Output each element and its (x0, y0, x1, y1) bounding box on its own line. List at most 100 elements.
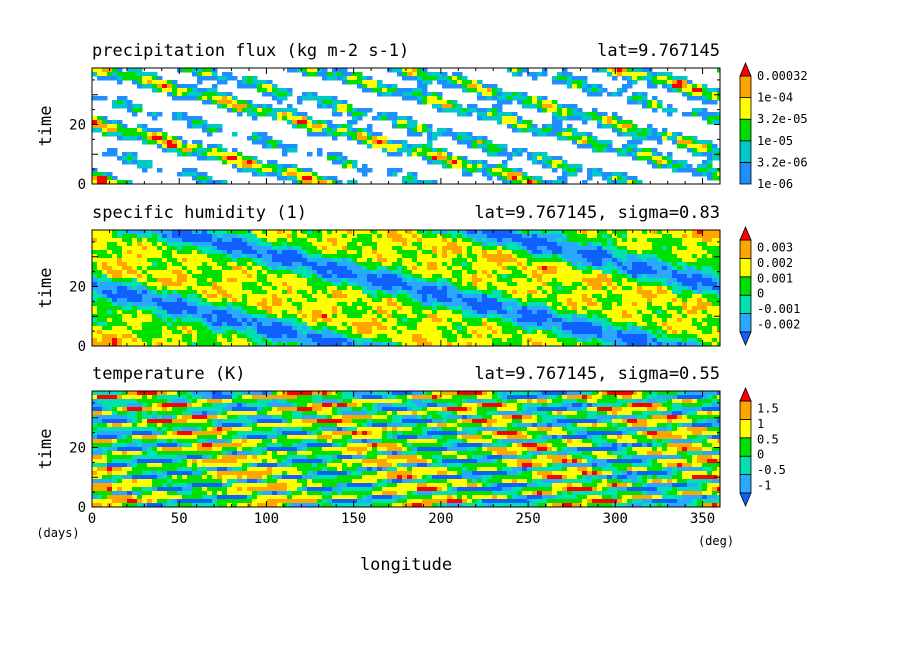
heatmap-cell (412, 310, 418, 315)
heatmap-cell (707, 262, 713, 267)
heatmap-cell (137, 270, 143, 275)
heatmap-cell (582, 250, 588, 255)
heatmap-cell (617, 306, 623, 311)
heatmap-cell (707, 152, 713, 157)
heatmap-cell (187, 68, 193, 73)
heatmap-cell (97, 286, 103, 291)
heatmap-cell (522, 234, 528, 239)
heatmap-cell (467, 140, 473, 145)
heatmap-cell (172, 282, 178, 287)
heatmap-cell (542, 258, 548, 263)
heatmap-cell (422, 76, 428, 81)
heatmap-cell (447, 258, 453, 263)
heatmap-cell (502, 148, 508, 153)
heatmap-cell (142, 326, 148, 331)
heatmap-cell (192, 310, 198, 315)
heatmap-cell (597, 144, 603, 149)
heatmap-cell (572, 234, 578, 239)
heatmap-cell (532, 234, 538, 239)
heatmap-cell (552, 310, 558, 315)
heatmap-cell (522, 92, 528, 97)
heatmap-cell (692, 242, 698, 247)
heatmap-cell (627, 274, 633, 279)
heatmap-cell (392, 314, 398, 319)
heatmap-cell (607, 230, 613, 235)
heatmap-cell (352, 286, 358, 291)
heatmap-cell (502, 258, 508, 263)
heatmap-cell (102, 152, 108, 157)
heatmap-cell (92, 246, 98, 251)
heatmap-cell (422, 242, 428, 247)
heatmap-cell (632, 302, 638, 307)
heatmap-cell (427, 326, 433, 331)
heatmap-cell (432, 258, 438, 263)
heatmap-cell (132, 238, 138, 243)
heatmap-cell (217, 152, 223, 157)
heatmap-cell (112, 68, 118, 73)
heatmap-cell (552, 326, 558, 331)
heatmap-cell (362, 290, 368, 295)
heatmap-cell (712, 116, 718, 121)
heatmap-cell (562, 318, 568, 323)
heatmap-cell (657, 262, 663, 267)
heatmap-cell (417, 310, 423, 315)
heatmap-cell (187, 120, 193, 125)
heatmap-cell (352, 262, 358, 267)
heatmap-cell (482, 92, 488, 97)
heatmap-cell (197, 88, 203, 93)
heatmap-cell (267, 140, 273, 145)
heatmap-cell (92, 96, 98, 101)
heatmap-cell (217, 128, 223, 133)
heatmap-cell (92, 120, 98, 125)
heatmap-cell (187, 278, 193, 283)
heatmap-cell (667, 72, 673, 77)
heatmap-cell (362, 242, 368, 247)
heatmap-cell (292, 278, 298, 283)
heatmap-cell (557, 278, 563, 283)
heatmap-cell (607, 124, 613, 129)
heatmap-cell (442, 104, 448, 109)
heatmap-cell (487, 176, 493, 181)
heatmap-cell (472, 168, 478, 173)
heatmap-cell (467, 290, 473, 295)
heatmap-cell (597, 148, 603, 153)
heatmap-cell (657, 238, 663, 243)
heatmap-cell (592, 168, 598, 173)
heatmap-cell (542, 234, 548, 239)
heatmap-cell (107, 152, 113, 157)
heatmap-cell (632, 326, 638, 331)
heatmap-cell (682, 160, 688, 165)
heatmap-cell (482, 96, 488, 101)
heatmap-cell (707, 286, 713, 291)
heatmap-cell (427, 148, 433, 153)
heatmap-cell (672, 88, 678, 93)
heatmap-cell (222, 96, 228, 101)
heatmap-cell (362, 132, 368, 137)
heatmap-cell (207, 306, 213, 311)
heatmap-cell (672, 164, 678, 169)
heatmap-cell (227, 274, 233, 279)
heatmap-cell (142, 72, 148, 77)
heatmap-cell (512, 96, 518, 101)
heatmap-cell (582, 242, 588, 247)
heatmap-cell (427, 286, 433, 291)
heatmap-cell (452, 234, 458, 239)
heatmap-cell (507, 266, 513, 271)
heatmap-cell (397, 318, 403, 323)
heatmap-cell (257, 330, 263, 335)
heatmap-cell (362, 294, 368, 299)
heatmap-cell (132, 310, 138, 315)
heatmap-cell (92, 176, 98, 181)
heatmap-cell (707, 144, 713, 149)
heatmap-cell (432, 156, 438, 161)
heatmap-cell (397, 262, 403, 267)
heatmap-cell (612, 234, 618, 239)
heatmap-cell (627, 242, 633, 247)
heatmap-cell (347, 278, 353, 283)
heatmap-cell (202, 246, 208, 251)
heatmap-cell (617, 310, 623, 315)
heatmap-cell (602, 144, 608, 149)
heatmap-cell (432, 72, 438, 77)
heatmap-cell (132, 112, 138, 117)
heatmap-cell (102, 176, 108, 181)
